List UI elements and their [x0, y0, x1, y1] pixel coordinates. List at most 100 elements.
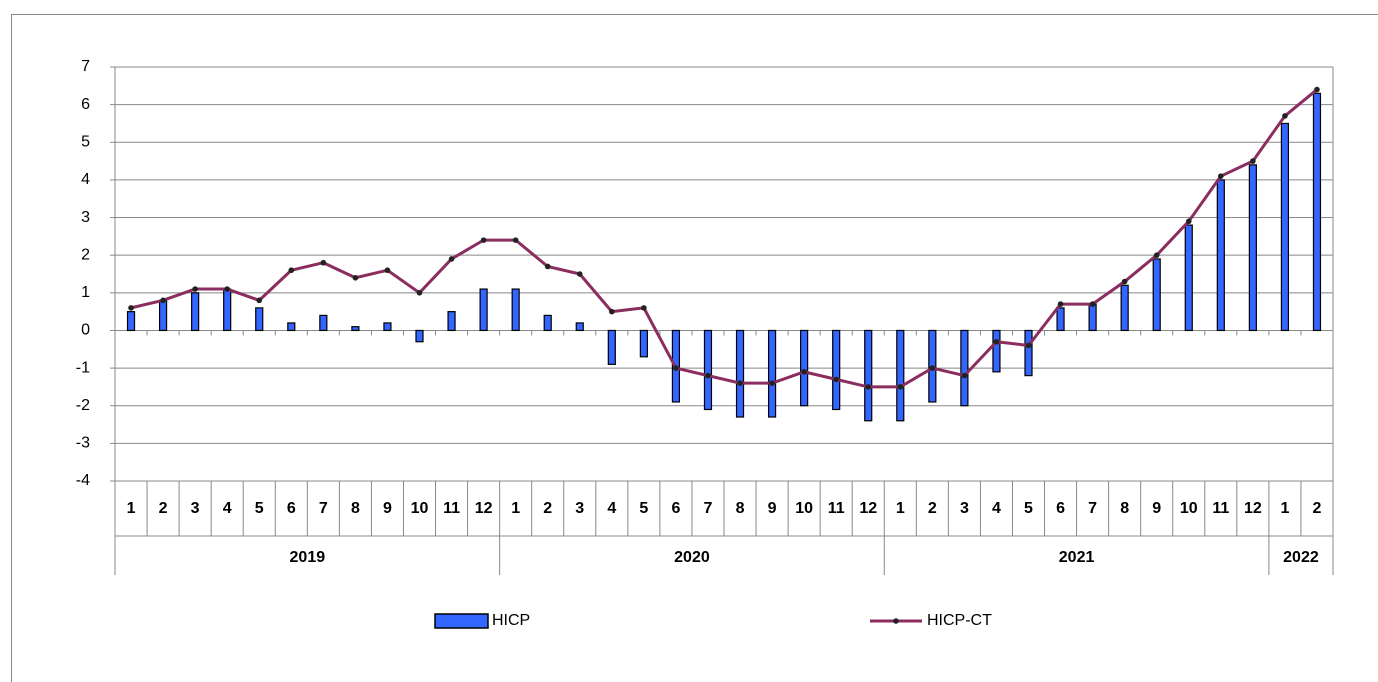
y-tick-label: -1: [76, 359, 90, 376]
y-tick-label: 0: [81, 322, 90, 339]
x-tick-label: 8: [351, 500, 360, 517]
x-tick-label: 11: [828, 500, 845, 517]
x-tick-label: 4: [607, 500, 616, 517]
year-label: 2021: [1059, 549, 1095, 566]
line-marker: [961, 372, 968, 379]
bar: [896, 329, 905, 422]
bar: [383, 322, 392, 332]
line-marker: [128, 305, 134, 311]
x-tick-label: 2: [1313, 500, 1322, 517]
x-tick-label: 7: [1088, 500, 1097, 517]
line-marker: [224, 286, 230, 292]
year-label: 2019: [290, 549, 326, 566]
bar: [639, 329, 648, 358]
x-tick-label: 9: [1152, 500, 1161, 517]
line-marker: [737, 380, 743, 386]
line-marker: [641, 305, 647, 311]
line-marker: [192, 286, 198, 292]
bar: [543, 314, 552, 332]
x-tick-label: 10: [411, 500, 429, 517]
y-tick-label: 1: [81, 284, 90, 301]
x-tick-label: 9: [383, 500, 392, 517]
bar: [255, 307, 264, 332]
y-tick-label: 3: [81, 209, 90, 226]
x-tick-label: 8: [736, 500, 745, 517]
x-tick-label: 3: [191, 500, 200, 517]
line-marker: [673, 365, 679, 371]
chart-border: [11, 14, 1378, 682]
x-tick-label: 12: [1244, 500, 1262, 517]
x-tick-label: 6: [671, 500, 680, 517]
line-marker: [1282, 113, 1288, 119]
line-marker: [1314, 86, 1320, 93]
x-tick-label: 1: [1280, 500, 1289, 517]
line-marker: [1121, 278, 1128, 285]
line-marker: [865, 384, 872, 390]
line-marker: [1089, 301, 1096, 307]
x-tick-label: 3: [960, 500, 969, 517]
line-marker: [384, 267, 391, 274]
x-tick-label: 1: [896, 500, 905, 517]
line-marker: [1153, 252, 1160, 258]
bar: [126, 311, 136, 332]
y-tick-label: 5: [81, 133, 90, 150]
line-marker: [416, 290, 423, 296]
year-label: 2022: [1283, 549, 1319, 566]
line-marker: [256, 297, 263, 304]
bar: [735, 329, 745, 418]
year-label: 2020: [674, 549, 710, 566]
y-tick-label: 7: [81, 58, 90, 75]
x-tick-label: 3: [575, 500, 584, 517]
line-marker: [1218, 173, 1224, 179]
x-tick-label: 11: [443, 500, 460, 517]
bar: [447, 311, 456, 332]
y-tick-label: 4: [81, 171, 90, 188]
line-marker: [320, 259, 327, 266]
bar: [864, 329, 873, 422]
bar: [319, 314, 328, 332]
x-tick-label: 2: [543, 500, 552, 517]
x-tick-label: 9: [768, 500, 777, 517]
y-tick-label: -4: [76, 472, 90, 489]
x-tick-label: 12: [475, 500, 493, 517]
bar: [1312, 92, 1322, 332]
x-tick-label: 4: [992, 500, 1001, 517]
line-marker: [1057, 301, 1064, 307]
x-tick-label: 1: [511, 500, 520, 517]
line-marker: [288, 267, 295, 274]
bar: [1088, 303, 1097, 332]
line-marker: [609, 308, 615, 315]
bar: [511, 288, 520, 332]
bar: [1184, 224, 1193, 332]
bar: [703, 329, 713, 411]
x-tick-label: 10: [1180, 500, 1198, 517]
bar: [992, 329, 1001, 373]
bar: [415, 329, 424, 343]
line-marker: [1185, 218, 1192, 225]
line-marker: [352, 274, 359, 281]
line-marker: [833, 376, 839, 383]
bar: [351, 326, 360, 332]
x-tick-label: 2: [159, 500, 168, 517]
x-tick-label: 11: [1212, 500, 1229, 517]
bar: [1216, 179, 1225, 332]
bar: [1120, 284, 1129, 332]
bar: [1280, 122, 1290, 332]
line-marker: [705, 372, 711, 379]
bar: [832, 329, 841, 411]
legend-swatch: [434, 613, 489, 629]
x-tick-label: 1: [127, 500, 136, 517]
bar: [1024, 329, 1033, 377]
line-marker: [544, 263, 551, 270]
y-tick-label: 2: [81, 246, 90, 263]
bar: [479, 288, 488, 332]
y-tick-label: 6: [81, 96, 90, 113]
legend-label: HICP: [492, 612, 530, 629]
x-tick-label: 6: [287, 500, 296, 517]
legend-label: HICP-CT: [927, 612, 992, 629]
line-marker: [576, 271, 583, 277]
bar: [575, 322, 584, 332]
line-marker: [512, 237, 519, 243]
bar: [800, 329, 809, 407]
